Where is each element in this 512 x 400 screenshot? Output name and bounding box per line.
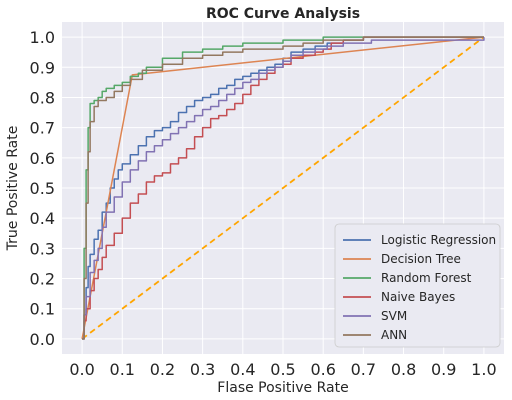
x-tick-label: 0.6 (310, 360, 335, 379)
x-tick-label: 0.5 (270, 360, 295, 379)
x-tick-label: 0.2 (150, 360, 175, 379)
y-tick-label: 0.8 (30, 88, 55, 107)
x-tick-labels: 0.0 0.1 0.2 0.3 0.4 0.5 0.6 0.7 0.8 0.9 1.0 (69, 360, 496, 379)
chart-title: ROC Curve Analysis (206, 6, 360, 22)
legend-label-random-forest: Random Forest (381, 271, 472, 285)
x-axis-label: Flase Positive Rate (217, 380, 348, 396)
y-tick-label: 1.0 (30, 28, 55, 47)
series-line-naive-bayes (82, 36, 484, 340)
y-tick-label: 0.4 (30, 209, 55, 228)
legend-label-decision-tree: Decision Tree (381, 252, 461, 266)
y-tick-label: 0.1 (30, 300, 55, 319)
y-tick-label: 0.6 (30, 149, 55, 168)
series-line-ann (82, 36, 484, 340)
y-tick-labels: 0.0 0.1 0.2 0.3 0.4 0.5 0.6 0.7 0.8 0.9 1.0 (30, 28, 55, 349)
y-tick-label: 0.3 (30, 239, 55, 258)
legend-label-svm: SVM (381, 309, 407, 323)
legend-box (334, 223, 501, 348)
x-tick-label: 0.1 (110, 360, 135, 379)
series-line-svm (82, 37, 485, 340)
series-lines (81, 36, 485, 340)
legend: Logistic Regression Decision Tree Random F… (334, 223, 501, 348)
x-tick-label: 0.3 (190, 360, 215, 379)
legend-label-logistic-regression: Logistic Regression (381, 233, 496, 247)
reference-diagonal-line (81, 36, 485, 340)
y-tick-label: 0.0 (30, 330, 55, 349)
x-tick-label: 0.0 (69, 360, 94, 379)
y-tick-label: 0.2 (30, 270, 55, 289)
series-line-random-forest (82, 36, 484, 340)
y-tick-label: 0.9 (30, 58, 55, 77)
y-axis-label: True Positive Rate (5, 126, 21, 252)
y-tick-label: 0.7 (30, 119, 55, 138)
x-tick-label: 0.4 (230, 360, 255, 379)
x-tick-label: 1.0 (471, 360, 496, 379)
legend-label-ann: ANN (381, 328, 407, 342)
y-tick-label: 0.5 (30, 179, 55, 198)
x-tick-label: 0.8 (391, 360, 416, 379)
x-tick-label: 0.9 (431, 360, 456, 379)
x-tick-label: 0.7 (351, 360, 376, 379)
legend-label-naive-bayes: Naive Bayes (381, 290, 455, 304)
